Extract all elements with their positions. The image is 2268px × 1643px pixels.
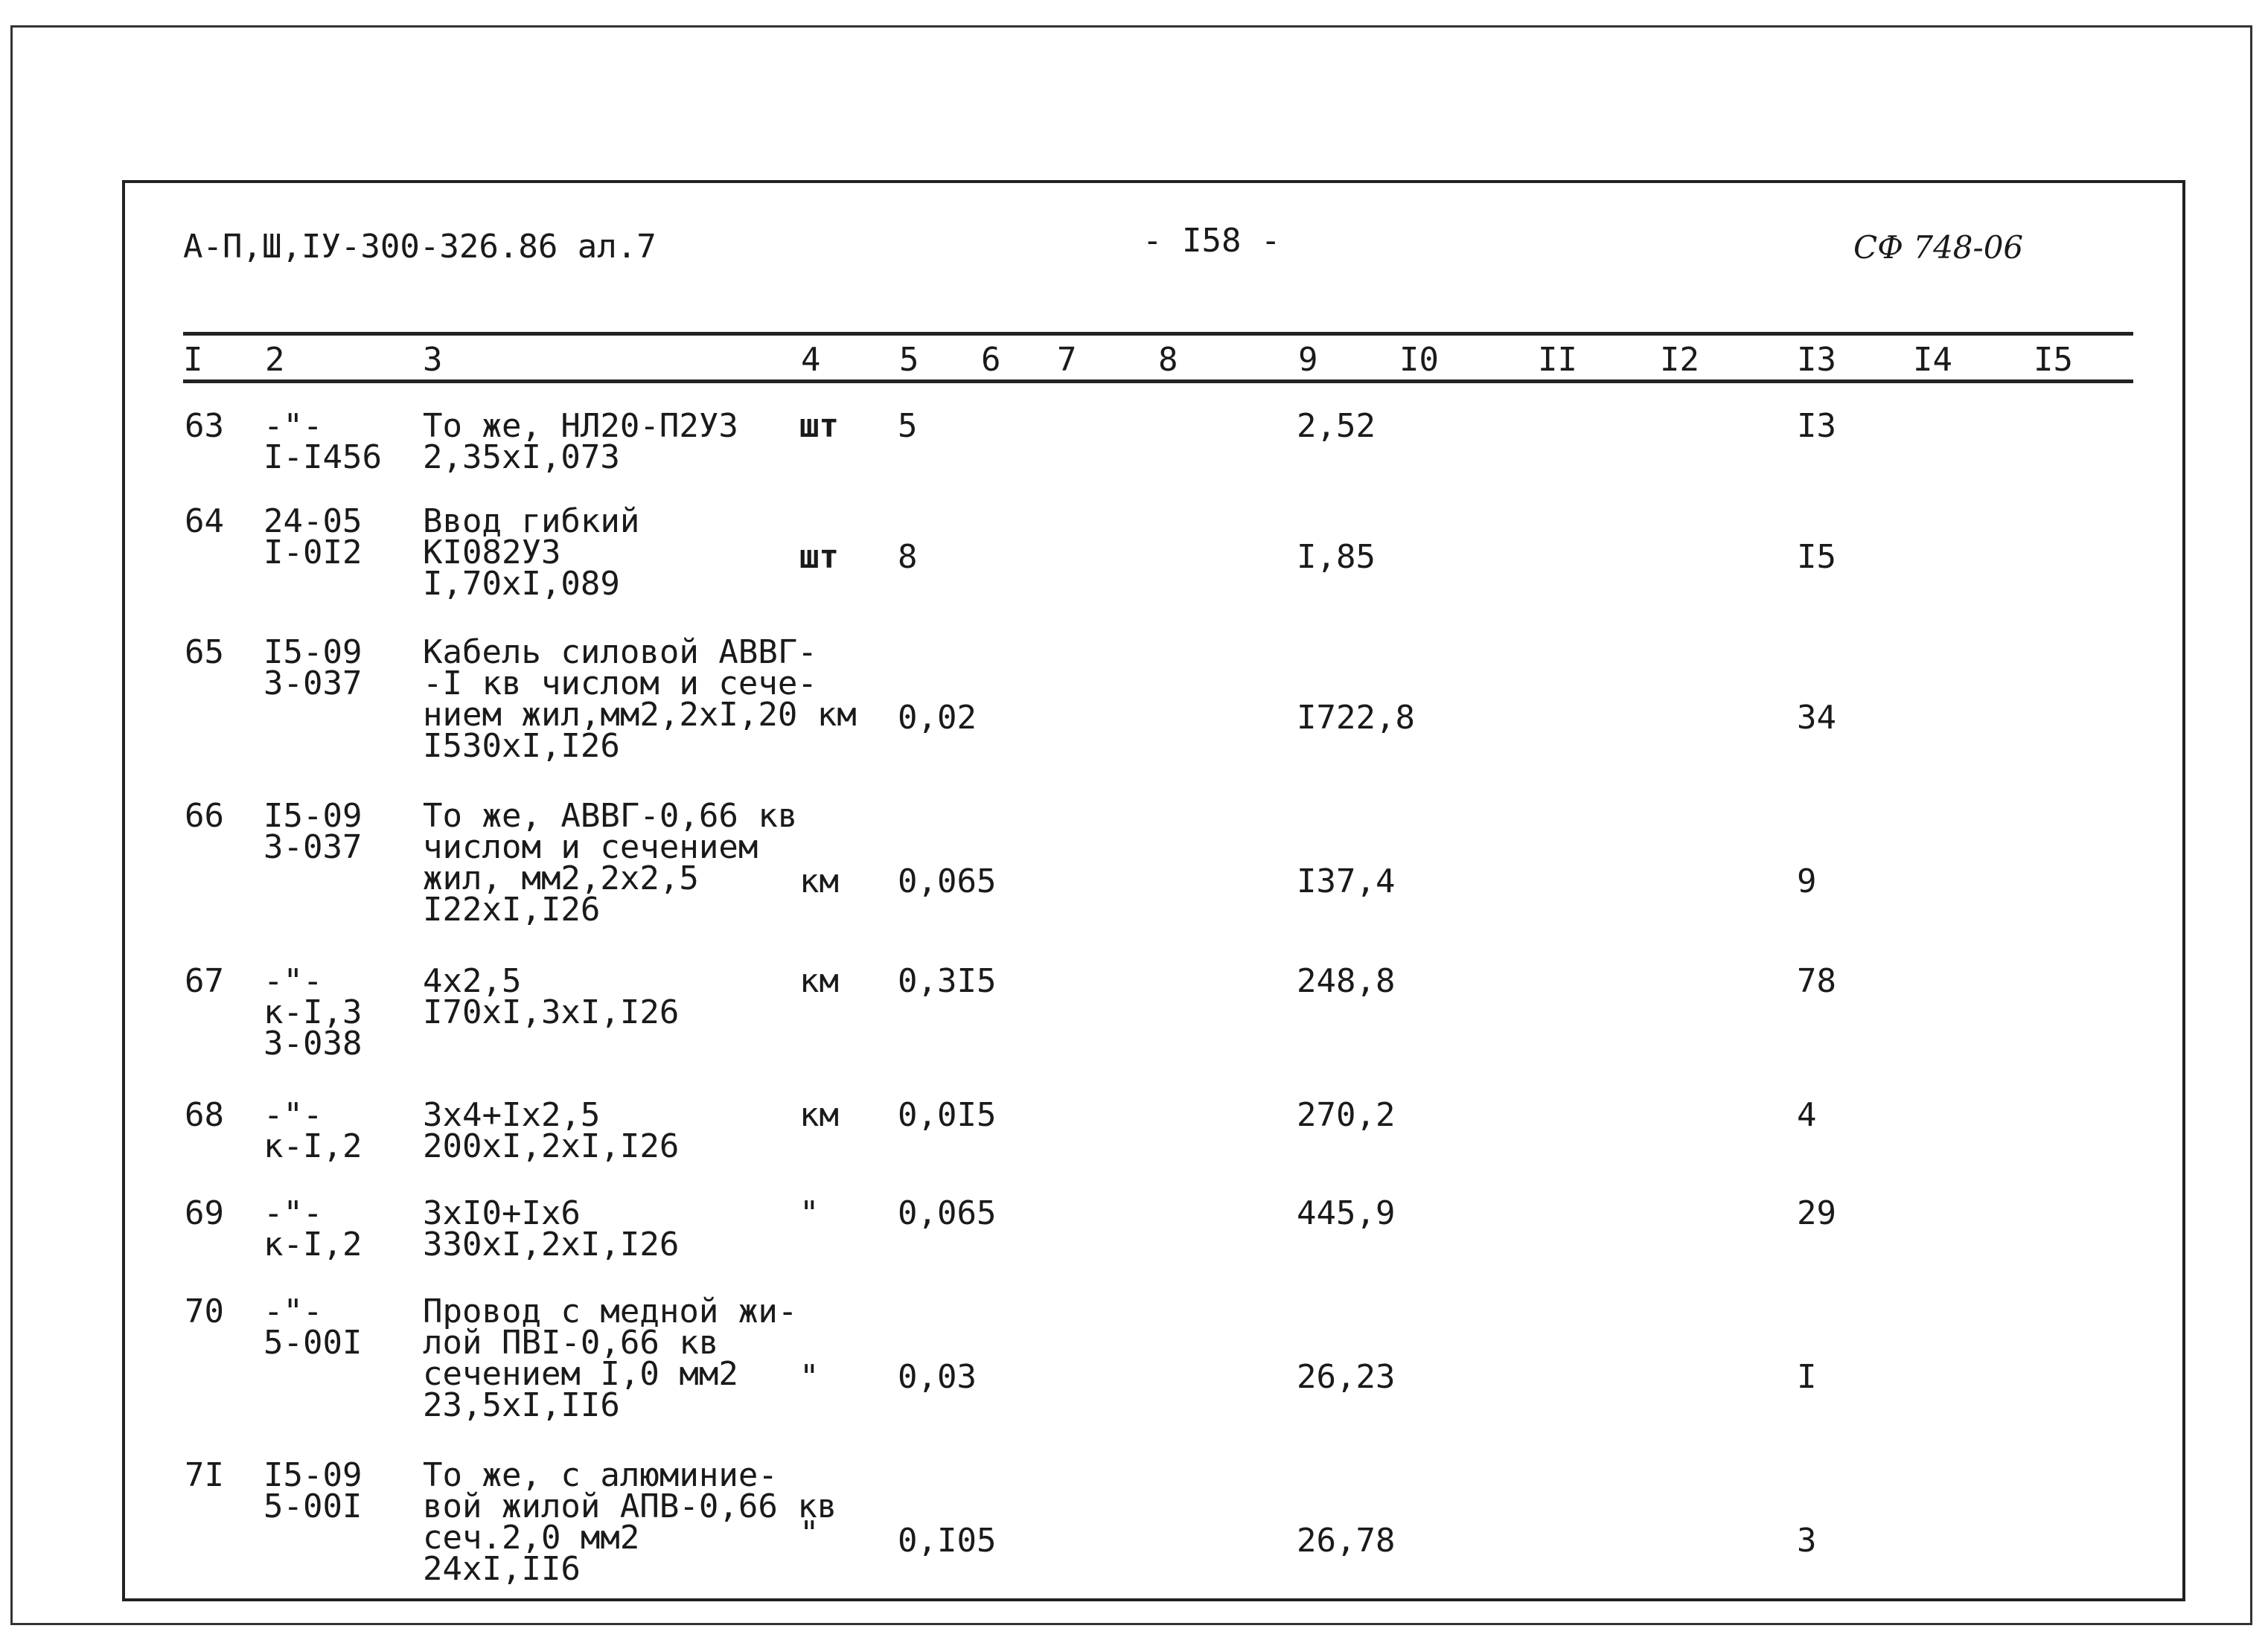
row-66-col9: I37,4 bbox=[1297, 862, 1396, 900]
row-67-unit: км bbox=[799, 962, 839, 1000]
col-number-8: 8 bbox=[1158, 341, 1178, 379]
row-68-number: 68 bbox=[185, 1096, 224, 1134]
row-64-unit: шт bbox=[799, 538, 839, 576]
row-69-number: 69 bbox=[185, 1194, 224, 1232]
row-64-name: Ввод гибкий КI082УЗ I,70хI,089 bbox=[423, 502, 640, 603]
row-66-number: 66 bbox=[185, 797, 224, 835]
row-70-unit: " bbox=[799, 1358, 820, 1396]
handwritten-stamp: СФ 748-06 bbox=[1853, 229, 2024, 266]
row-67-name: 4х2,5 I70хI,3хI,I26 bbox=[423, 962, 680, 1031]
row-70-name: Провод с медной жи- лой ПВI-0,66 кв сече… bbox=[423, 1293, 798, 1424]
row-71-col13: 3 bbox=[1797, 1522, 1817, 1560]
row-63-number: 63 bbox=[185, 407, 224, 445]
row-69-col13: 29 bbox=[1797, 1194, 1836, 1232]
row-69-unit: " bbox=[799, 1194, 820, 1232]
row-70-number: 70 bbox=[185, 1293, 224, 1330]
col-number-4: 4 bbox=[801, 341, 821, 379]
row-70-qty: 0,03 bbox=[898, 1358, 977, 1396]
row-64-code: 24-05 I-0I2 bbox=[263, 502, 362, 571]
row-71-col9: 26,78 bbox=[1297, 1522, 1396, 1560]
col-number-9: 9 bbox=[1298, 341, 1318, 379]
row-66-name: То же, АВВГ-0,66 кв числом и сечением жи… bbox=[423, 797, 798, 929]
page-number: - I58 - bbox=[1143, 222, 1281, 260]
row-70-code: -"- 5-00I bbox=[263, 1293, 362, 1362]
col-number-11: II bbox=[1538, 341, 1577, 379]
row-65-code: I5-09 3-037 bbox=[263, 633, 362, 702]
row-71-unit: " bbox=[799, 1514, 820, 1552]
row-67-col9: 248,8 bbox=[1297, 962, 1396, 1000]
col-number-12: I2 bbox=[1660, 341, 1699, 379]
row-64-col13: I5 bbox=[1797, 538, 1836, 576]
document-code: А-П,Ш,IУ-300-326.86 ал.7 bbox=[183, 228, 657, 266]
row-66-code: I5-09 3-037 bbox=[263, 797, 362, 866]
row-69-qty: 0,065 bbox=[898, 1194, 997, 1232]
row-64-qty: 8 bbox=[898, 538, 918, 576]
col-number-15: I5 bbox=[2034, 341, 2073, 379]
row-67-number: 67 bbox=[185, 962, 224, 1000]
row-66-qty: 0,065 bbox=[898, 862, 997, 900]
row-71-qty: 0,I05 bbox=[898, 1522, 997, 1560]
row-66-col13: 9 bbox=[1797, 862, 1817, 900]
row-63-qty: 5 bbox=[898, 407, 918, 445]
col-number-6: 6 bbox=[981, 341, 1001, 379]
col-number-7: 7 bbox=[1057, 341, 1077, 379]
row-68-col13: 4 bbox=[1797, 1096, 1817, 1134]
header-rule-top bbox=[183, 332, 2133, 336]
col-number-10: I0 bbox=[1399, 341, 1439, 379]
row-64-number: 64 bbox=[185, 502, 224, 540]
row-70-col9: 26,23 bbox=[1297, 1358, 1396, 1396]
row-64-col9: I,85 bbox=[1297, 538, 1376, 576]
row-63-col13: I3 bbox=[1797, 407, 1836, 445]
row-71-number: 7I bbox=[185, 1456, 224, 1494]
row-63-unit: шт bbox=[799, 407, 839, 445]
row-68-col9: 270,2 bbox=[1297, 1096, 1396, 1134]
row-71-code: I5-09 5-00I bbox=[263, 1456, 362, 1525]
row-65-qty: 0,02 bbox=[898, 699, 977, 737]
row-65-col9: I722,8 bbox=[1297, 699, 1415, 737]
row-68-qty: 0,0I5 bbox=[898, 1096, 997, 1134]
row-68-code: -"- к-I,2 bbox=[263, 1096, 362, 1165]
row-69-col9: 445,9 bbox=[1297, 1194, 1396, 1232]
col-number-1: I bbox=[183, 341, 203, 379]
row-69-name: 3хI0+Iх6 330хI,2хI,I26 bbox=[423, 1194, 680, 1264]
row-68-name: 3х4+Iх2,5 200хI,2хI,I26 bbox=[423, 1096, 680, 1165]
col-number-14: I4 bbox=[1913, 341, 1952, 379]
row-69-code: -"- к-I,2 bbox=[263, 1194, 362, 1264]
col-number-2: 2 bbox=[265, 341, 285, 379]
header-rule-bottom bbox=[183, 379, 2133, 383]
row-63-col9: 2,52 bbox=[1297, 407, 1376, 445]
row-67-code: -"- к-I,3 3-038 bbox=[263, 962, 362, 1063]
row-63-name: То же, НЛ20-П2УЗ 2,35хI,073 bbox=[423, 407, 738, 476]
col-number-5: 5 bbox=[899, 341, 919, 379]
row-68-unit: км bbox=[799, 1096, 839, 1134]
row-67-col13: 78 bbox=[1797, 962, 1836, 1000]
row-67-qty: 0,3I5 bbox=[898, 962, 997, 1000]
row-65-col13: 34 bbox=[1797, 699, 1836, 737]
row-65-name: Кабель силовой АВВГ- -I кв числом и сече… bbox=[423, 633, 857, 765]
row-70-col13: I bbox=[1797, 1358, 1817, 1396]
inner-frame bbox=[122, 180, 2185, 1601]
outer-frame bbox=[10, 25, 2252, 1625]
row-71-name: То же, с алюминие- вой жилой АПВ-0,66 кв… bbox=[423, 1456, 837, 1588]
row-66-unit: км bbox=[799, 862, 839, 900]
row-65-number: 65 bbox=[185, 633, 224, 671]
col-number-13: I3 bbox=[1797, 341, 1836, 379]
row-63-code: -"- I-I456 bbox=[263, 407, 382, 476]
col-number-3: 3 bbox=[423, 341, 443, 379]
